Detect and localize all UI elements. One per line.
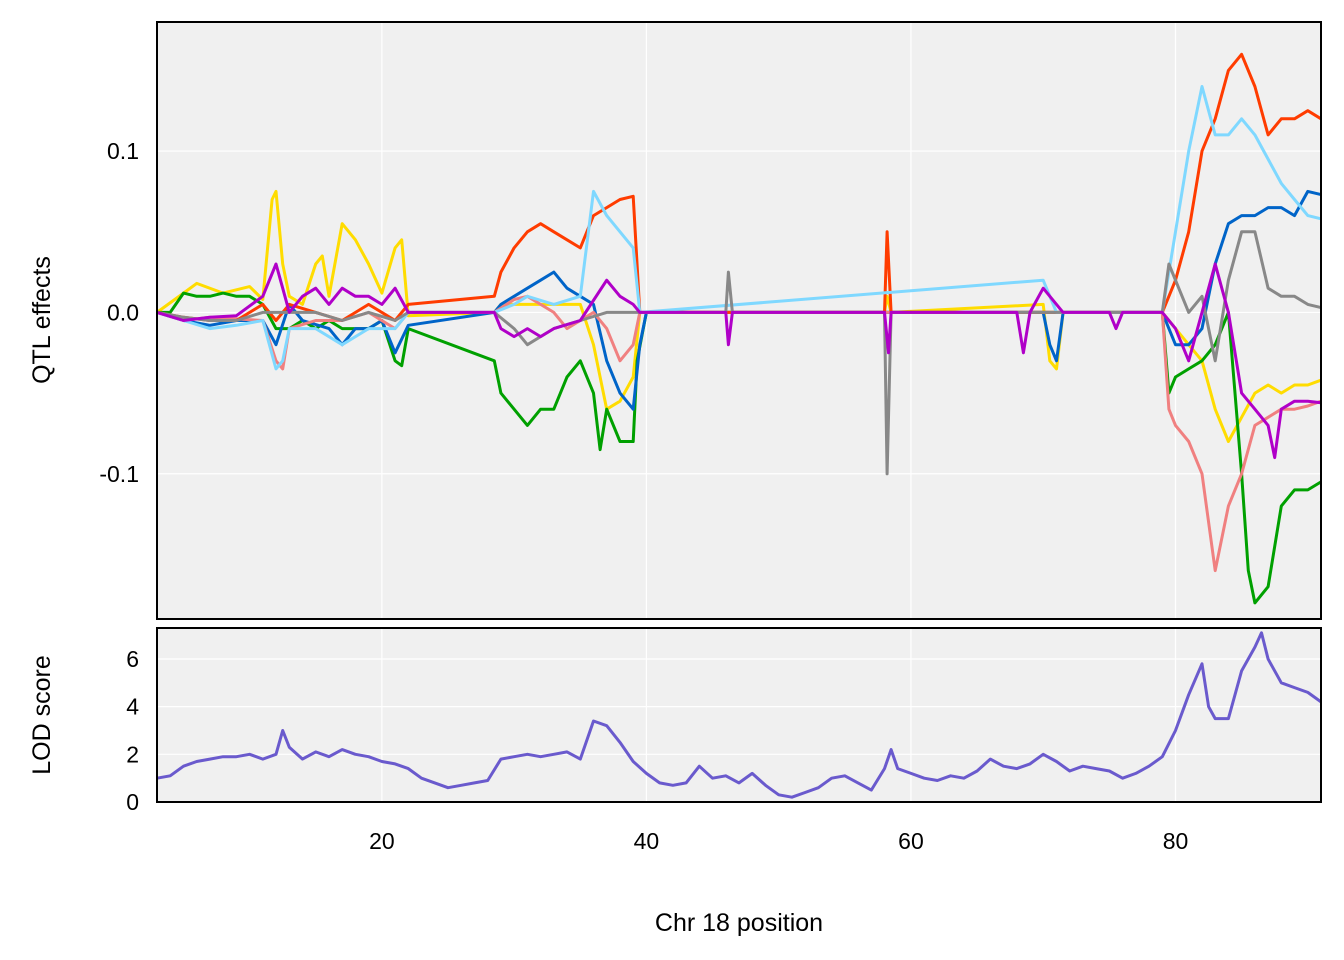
effects-series-line-2 xyxy=(156,189,1322,411)
lod-x-tick-label: 60 xyxy=(898,828,924,854)
lod-panel: 0 2 4 6 20 40 60 80 LOD score Chr 18 position xyxy=(28,627,1322,937)
x-axis-title: Chr 18 position xyxy=(655,909,823,937)
effects-y-tick-label: -0.1 xyxy=(99,461,139,487)
lod-x-axis: 20 40 60 80 xyxy=(369,828,1188,854)
lod-y-tick-label: 6 xyxy=(126,646,139,672)
effects-y-axis: -0.1 0.0 0.1 xyxy=(99,138,139,487)
lod-plot-frame xyxy=(156,627,1322,803)
lod-x-tick-label: 80 xyxy=(1163,828,1189,854)
lod-y-tick-label: 4 xyxy=(126,694,139,720)
effects-series-line-7 xyxy=(156,262,1322,460)
effects-y-tick-label: 0.0 xyxy=(107,299,139,325)
effects-series-line-5 xyxy=(156,85,1322,371)
effects-y-tick-label: 0.1 xyxy=(107,138,139,164)
lod-series-lines xyxy=(156,631,1322,799)
lod-series-line-0 xyxy=(156,631,1322,799)
effects-plot-background xyxy=(157,22,1321,619)
effects-y-axis-title: QTL effects xyxy=(28,256,56,384)
effects-series-line-0 xyxy=(156,189,1322,443)
lod-x-tick-label: 20 xyxy=(369,828,395,854)
lod-y-axis-title: LOD score xyxy=(28,655,56,774)
lod-x-tick-label: 40 xyxy=(634,828,660,854)
lod-y-tick-label: 0 xyxy=(126,789,139,815)
effects-series-lines xyxy=(156,52,1322,605)
effects-series-line-4 xyxy=(156,52,1322,322)
effects-panel: -0.1 0.0 0.1 QTL effects xyxy=(28,21,1322,620)
lod-y-tick-label: 2 xyxy=(126,741,139,767)
effects-plot-frame xyxy=(156,21,1322,620)
lod-plot-background xyxy=(157,628,1321,802)
lod-y-axis: 0 2 4 6 xyxy=(126,646,139,815)
